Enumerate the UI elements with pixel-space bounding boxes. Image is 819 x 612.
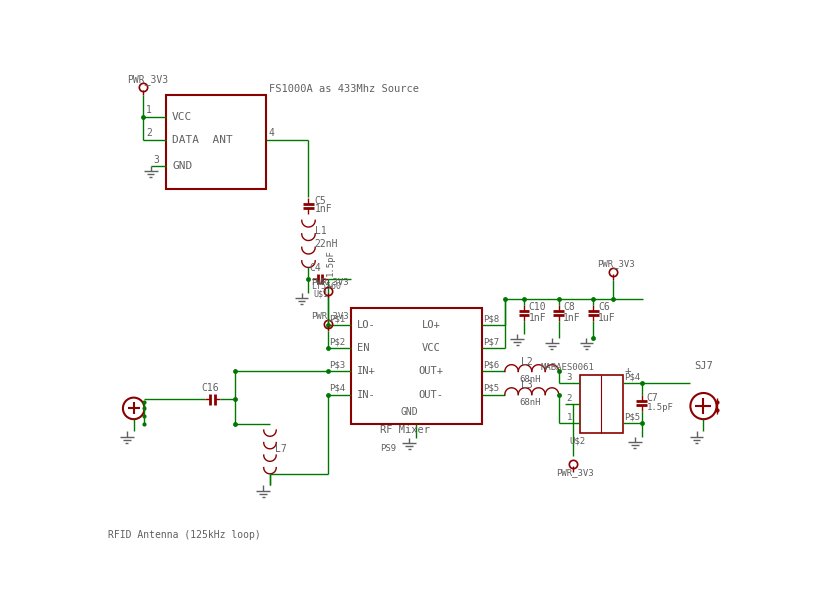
Text: PWR_3V3: PWR_3V3 bbox=[555, 469, 593, 477]
Text: 68nH: 68nH bbox=[519, 398, 541, 407]
Text: 2: 2 bbox=[567, 394, 572, 403]
Text: MABAES0061: MABAES0061 bbox=[541, 363, 594, 372]
Text: 68nH: 68nH bbox=[519, 375, 541, 384]
Text: IN+: IN+ bbox=[357, 367, 376, 376]
Text: P$3: P$3 bbox=[329, 360, 346, 370]
Text: LO-: LO- bbox=[357, 320, 376, 330]
Text: 1uF: 1uF bbox=[598, 313, 616, 323]
Bar bbox=[166, 95, 266, 189]
Text: RF Mixer: RF Mixer bbox=[380, 425, 430, 435]
Text: U$1: U$1 bbox=[314, 290, 329, 299]
Text: 1.5pF: 1.5pF bbox=[326, 248, 335, 275]
Text: 4: 4 bbox=[269, 129, 274, 138]
Text: LT5560: LT5560 bbox=[311, 282, 342, 291]
Text: GND: GND bbox=[172, 161, 192, 171]
Text: IN-: IN- bbox=[357, 389, 376, 400]
Text: 3: 3 bbox=[567, 373, 572, 382]
Bar bbox=[351, 308, 482, 424]
Text: 22nH: 22nH bbox=[314, 239, 338, 248]
Bar bbox=[581, 375, 622, 433]
Text: P$5: P$5 bbox=[624, 412, 640, 421]
Text: PWR_3V3: PWR_3V3 bbox=[128, 74, 169, 85]
Text: C4: C4 bbox=[310, 263, 321, 273]
Text: GND: GND bbox=[400, 407, 419, 417]
Text: L3: L3 bbox=[521, 380, 533, 390]
Text: PWR_3V3: PWR_3V3 bbox=[597, 259, 635, 268]
Text: P$8: P$8 bbox=[483, 315, 500, 324]
Text: 1nF: 1nF bbox=[529, 313, 546, 323]
Text: 1: 1 bbox=[567, 413, 572, 422]
Text: 1nF: 1nF bbox=[314, 204, 333, 214]
Text: 2: 2 bbox=[146, 129, 152, 138]
Text: VCC: VCC bbox=[172, 111, 192, 122]
Text: L1: L1 bbox=[314, 226, 327, 236]
Text: DATA  ANT: DATA ANT bbox=[172, 135, 233, 144]
Text: C16: C16 bbox=[201, 383, 219, 394]
Text: C10: C10 bbox=[529, 302, 546, 312]
Text: 1: 1 bbox=[146, 105, 152, 116]
Text: C6: C6 bbox=[598, 302, 609, 312]
Text: P$1: P$1 bbox=[329, 315, 346, 324]
Text: RFID Antenna (125kHz loop): RFID Antenna (125kHz loop) bbox=[108, 531, 261, 540]
Text: 1.5pF: 1.5pF bbox=[646, 403, 673, 412]
Text: 1nF: 1nF bbox=[563, 313, 581, 323]
Text: U$2: U$2 bbox=[569, 436, 586, 446]
Text: FS1000A as 433Mhz Source: FS1000A as 433Mhz Source bbox=[269, 84, 419, 94]
Text: P$7: P$7 bbox=[483, 338, 500, 346]
Text: LO+: LO+ bbox=[422, 320, 441, 330]
Text: P$4: P$4 bbox=[329, 384, 346, 393]
Text: EN: EN bbox=[357, 343, 369, 353]
Text: P$6: P$6 bbox=[483, 360, 500, 370]
Text: P$5: P$5 bbox=[483, 384, 500, 393]
Text: C5: C5 bbox=[314, 196, 327, 206]
Text: 3: 3 bbox=[154, 155, 160, 165]
Text: C8: C8 bbox=[563, 302, 575, 312]
Text: VCC: VCC bbox=[422, 343, 441, 353]
Text: OUT+: OUT+ bbox=[419, 367, 444, 376]
Text: PWR_3V3: PWR_3V3 bbox=[310, 311, 348, 319]
Text: PWR_3V3: PWR_3V3 bbox=[310, 278, 348, 286]
Text: OUT-: OUT- bbox=[419, 389, 444, 400]
Text: L2: L2 bbox=[521, 357, 533, 367]
Text: +: + bbox=[624, 367, 631, 376]
Text: P$2: P$2 bbox=[329, 338, 346, 346]
Text: C7: C7 bbox=[646, 394, 658, 403]
Text: P$4: P$4 bbox=[624, 372, 640, 381]
Text: SJ7: SJ7 bbox=[695, 361, 713, 371]
Text: PS9: PS9 bbox=[380, 444, 396, 453]
Text: L7: L7 bbox=[274, 444, 287, 454]
